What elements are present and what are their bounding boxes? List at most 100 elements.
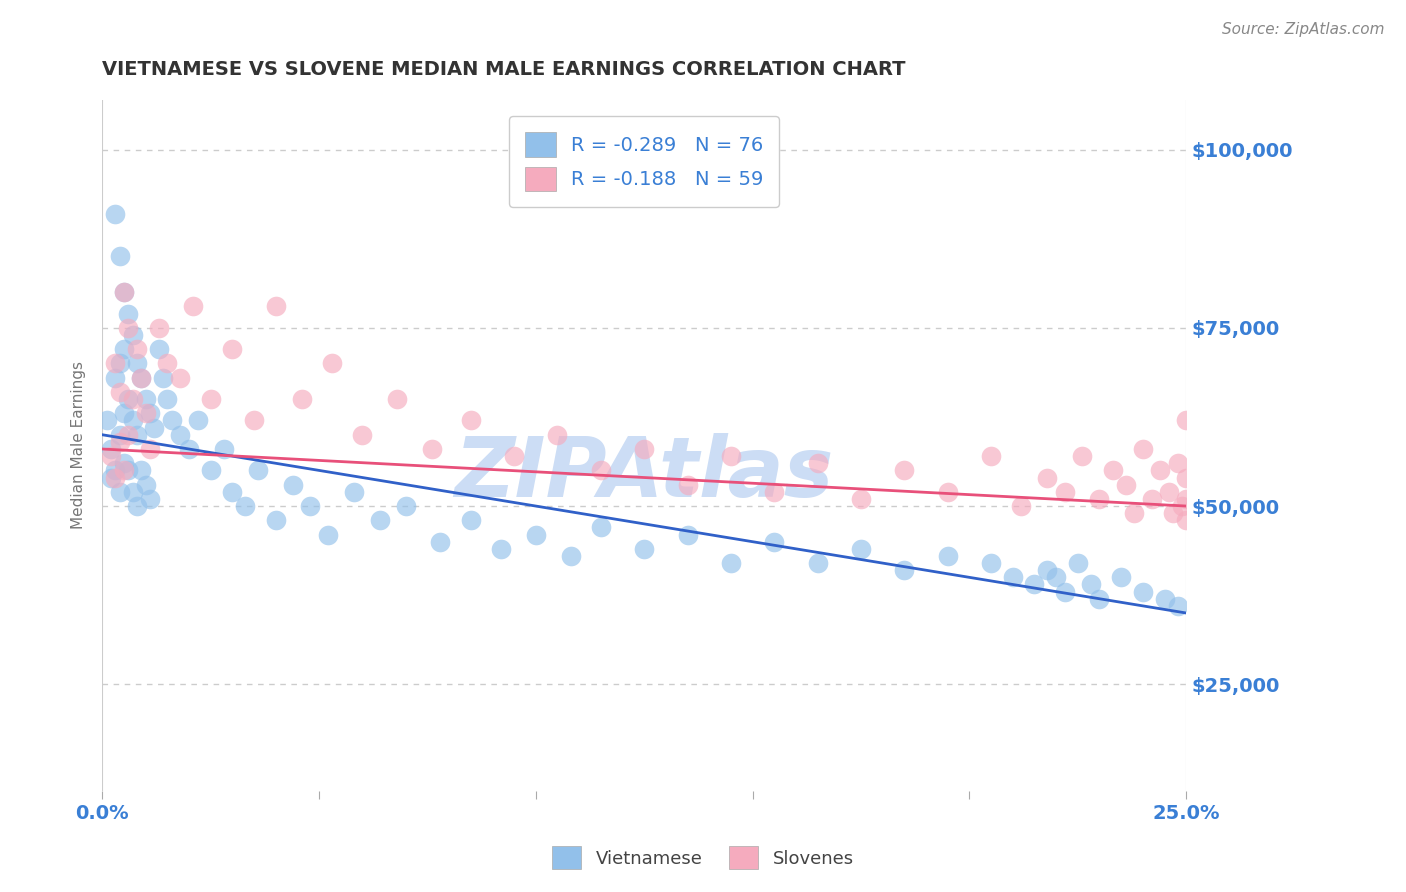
Point	[849, 541, 872, 556]
Point	[560, 549, 582, 563]
Point	[125, 427, 148, 442]
Point	[385, 392, 408, 406]
Point	[1123, 506, 1146, 520]
Point	[1167, 599, 1189, 613]
Point	[720, 449, 742, 463]
Point	[849, 491, 872, 506]
Point	[281, 477, 304, 491]
Point	[104, 356, 127, 370]
Point	[117, 306, 139, 320]
Point	[143, 420, 166, 434]
Point	[152, 370, 174, 384]
Point	[135, 406, 157, 420]
Point	[1053, 584, 1076, 599]
Point	[264, 513, 287, 527]
Y-axis label: Median Male Earnings: Median Male Earnings	[72, 361, 86, 530]
Point	[108, 356, 131, 370]
Point	[352, 427, 374, 442]
Point	[96, 413, 118, 427]
Point	[243, 413, 266, 427]
Point	[156, 356, 179, 370]
Point	[129, 370, 152, 384]
Point	[139, 491, 162, 506]
Point	[117, 392, 139, 406]
Point	[121, 484, 143, 499]
Text: Source: ZipAtlas.com: Source: ZipAtlas.com	[1222, 22, 1385, 37]
Point	[117, 463, 139, 477]
Point	[893, 563, 915, 577]
Point	[1132, 584, 1154, 599]
Point	[200, 463, 222, 477]
Point	[125, 342, 148, 356]
Point	[291, 392, 314, 406]
Point	[368, 513, 391, 527]
Point	[117, 427, 139, 442]
Point	[589, 463, 612, 477]
Point	[100, 442, 122, 456]
Point	[1036, 470, 1059, 484]
Point	[108, 484, 131, 499]
Point	[104, 207, 127, 221]
Point	[221, 342, 243, 356]
Point	[1001, 570, 1024, 584]
Point	[104, 463, 127, 477]
Point	[139, 442, 162, 456]
Point	[1036, 563, 1059, 577]
Point	[321, 356, 343, 370]
Point	[139, 406, 162, 420]
Point	[108, 427, 131, 442]
Point	[121, 413, 143, 427]
Point	[763, 534, 786, 549]
Point	[633, 541, 655, 556]
Point	[1175, 413, 1198, 427]
Point	[181, 299, 204, 313]
Point	[129, 463, 152, 477]
Point	[936, 484, 959, 499]
Text: ZIPAtlas: ZIPAtlas	[454, 433, 834, 514]
Point	[100, 449, 122, 463]
Point	[112, 406, 135, 420]
Point	[221, 484, 243, 499]
Point	[121, 327, 143, 342]
Point	[108, 384, 131, 399]
Point	[1175, 513, 1198, 527]
Point	[420, 442, 443, 456]
Point	[233, 499, 256, 513]
Point	[1088, 591, 1111, 606]
Point	[1101, 463, 1123, 477]
Point	[720, 556, 742, 570]
Point	[1088, 491, 1111, 506]
Point	[148, 320, 170, 334]
Point	[100, 470, 122, 484]
Point	[177, 442, 200, 456]
Text: VIETNAMESE VS SLOVENE MEDIAN MALE EARNINGS CORRELATION CHART: VIETNAMESE VS SLOVENE MEDIAN MALE EARNIN…	[103, 60, 905, 78]
Point	[1171, 499, 1194, 513]
Point	[112, 342, 135, 356]
Point	[187, 413, 209, 427]
Point	[117, 320, 139, 334]
Point	[807, 556, 830, 570]
Point	[125, 499, 148, 513]
Point	[503, 449, 526, 463]
Point	[429, 534, 451, 549]
Point	[104, 370, 127, 384]
Point	[200, 392, 222, 406]
Point	[104, 470, 127, 484]
Point	[125, 356, 148, 370]
Point	[589, 520, 612, 534]
Point	[1132, 442, 1154, 456]
Point	[169, 370, 191, 384]
Point	[460, 513, 482, 527]
Point	[169, 427, 191, 442]
Point	[1109, 570, 1132, 584]
Legend: R = -0.289   N = 76, R = -0.188   N = 59: R = -0.289 N = 76, R = -0.188 N = 59	[509, 116, 779, 207]
Point	[121, 392, 143, 406]
Point	[112, 463, 135, 477]
Point	[1167, 456, 1189, 470]
Point	[299, 499, 322, 513]
Point	[129, 370, 152, 384]
Point	[807, 456, 830, 470]
Point	[980, 556, 1002, 570]
Point	[1161, 506, 1184, 520]
Point	[135, 477, 157, 491]
